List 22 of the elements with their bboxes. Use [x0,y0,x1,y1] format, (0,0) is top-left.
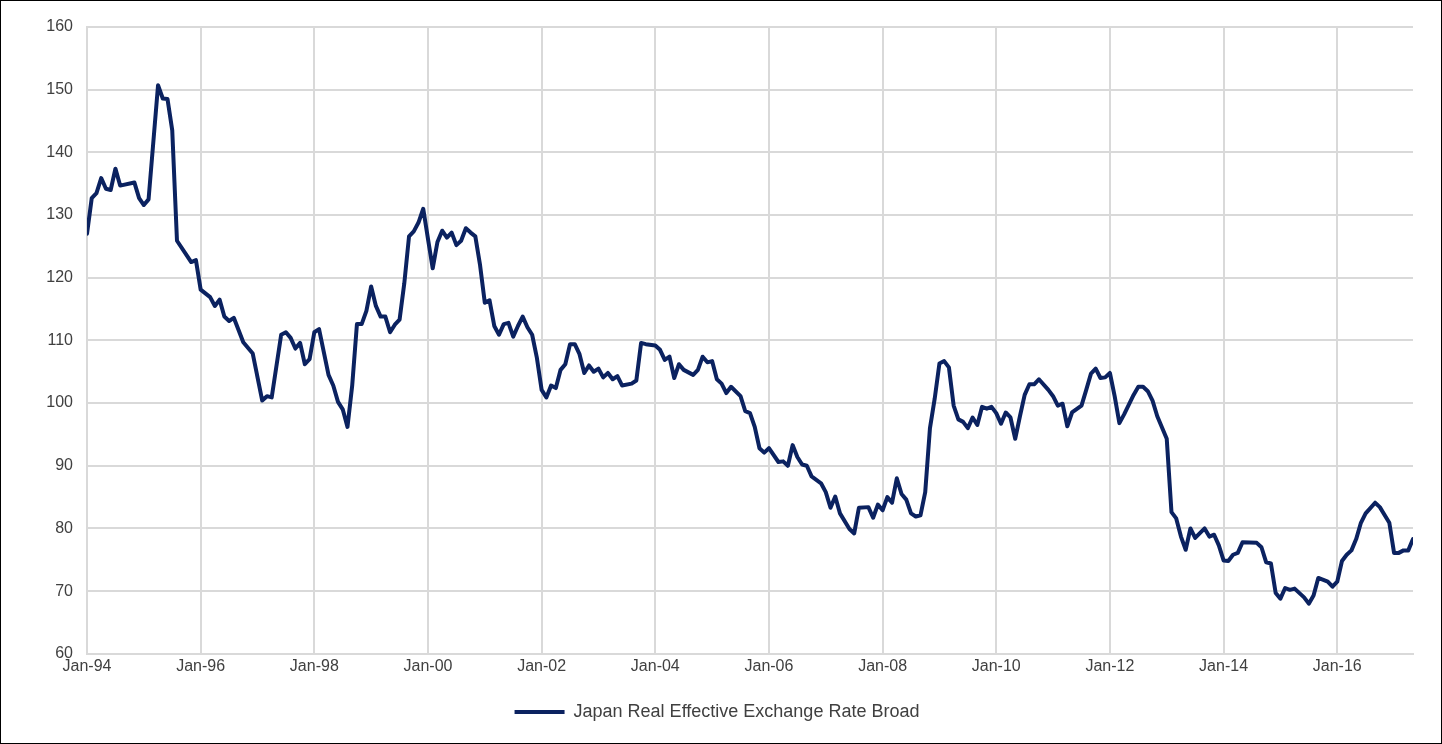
x-tick-label: Jan-98 [289,656,339,674]
y-tick-label: 140 [46,142,74,160]
y-tick-label: 160 [46,17,74,35]
x-tick-label: Jan-08 [858,656,908,674]
y-tick-label: 70 [55,581,74,599]
y-tick-label: 90 [55,456,74,474]
x-tick-label: Jan-04 [630,656,680,674]
y-tick-label: 130 [46,205,74,223]
y-tick-label: 110 [47,330,74,348]
legend-label: Japan Real Effective Exchange Rate Broad [573,700,920,721]
x-tick-label: Jan-16 [1312,656,1362,674]
x-tick-label: Jan-12 [1085,656,1135,674]
x-tick-label: Jan-00 [403,656,453,674]
y-tick-label: 80 [55,518,74,536]
y-tick-label: 100 [46,393,74,411]
x-tick-label: Jan-06 [744,656,794,674]
x-tick-label: Jan-14 [1199,656,1249,674]
y-tick-label: 150 [46,80,74,98]
x-tick-label: Jan-10 [971,656,1021,674]
y-tick-label: 120 [46,268,74,286]
x-tick-label: Jan-96 [176,656,226,674]
x-tick-label: Jan-02 [517,656,567,674]
